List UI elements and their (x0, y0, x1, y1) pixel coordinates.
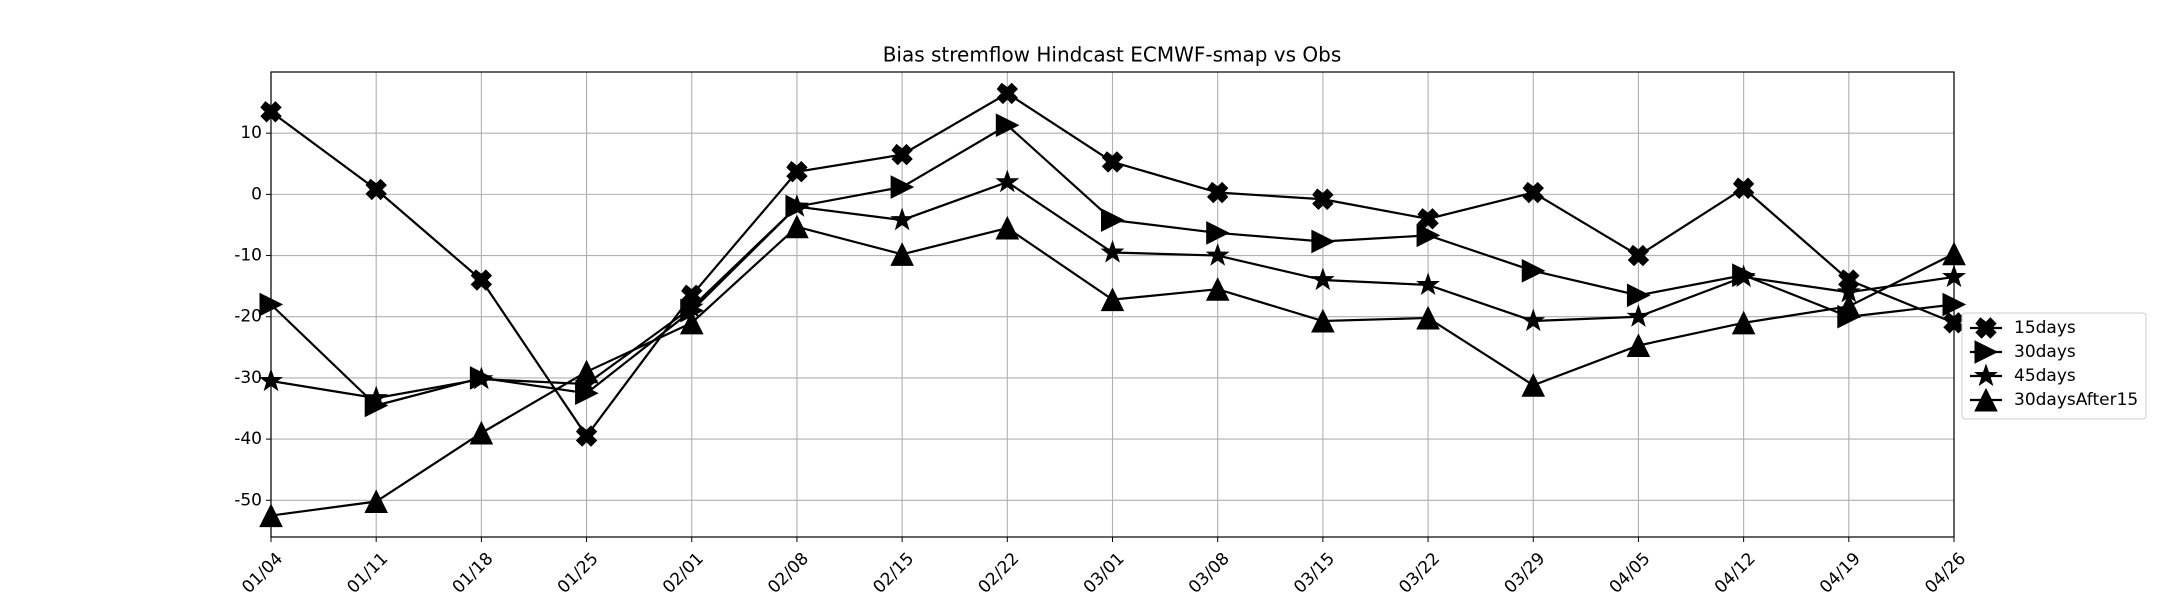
marker (575, 425, 598, 447)
marker (1311, 308, 1335, 333)
x-tick-label: 02/15 (869, 549, 918, 598)
marker (1205, 277, 1230, 301)
marker (679, 310, 704, 335)
marker (1521, 308, 1546, 332)
y-tick-label: 10 (240, 123, 262, 143)
x-tick-label: 04/26 (1921, 549, 1970, 598)
marker (1627, 244, 1650, 267)
x-tick-label: 02/08 (764, 549, 813, 598)
marker (1974, 363, 1998, 387)
marker (1975, 317, 1997, 339)
x-tick-label: 03/15 (1290, 549, 1339, 598)
marker (1416, 223, 1441, 248)
marker (1626, 283, 1651, 308)
marker (786, 161, 808, 183)
marker (1101, 208, 1125, 232)
legend-box (1961, 312, 2147, 420)
marker (259, 292, 284, 317)
marker (1942, 292, 1967, 317)
marker (1100, 287, 1125, 312)
marker (1522, 181, 1544, 204)
marker (364, 489, 388, 514)
marker (890, 242, 914, 266)
marker (1731, 310, 1756, 335)
x-tick-label: 02/22 (975, 549, 1024, 598)
y-tick-label: -50 (234, 490, 262, 510)
marker (1205, 243, 1230, 266)
marker (1311, 229, 1335, 254)
marker (1521, 259, 1546, 283)
marker (1416, 272, 1440, 296)
marker (995, 169, 1020, 193)
marker (469, 420, 494, 445)
marker (259, 368, 283, 392)
marker (995, 113, 1020, 138)
marker (1416, 305, 1440, 330)
marker (1100, 239, 1125, 263)
marker (1974, 340, 1999, 364)
chart-title: Bias stremflow Hindcast ECMWF-smap vs Ob… (883, 43, 1342, 67)
marker (890, 175, 915, 199)
marker (259, 503, 283, 528)
marker (996, 82, 1019, 105)
x-tick-label: 04/05 (1606, 549, 1655, 598)
x-tick-label: 03/08 (1185, 549, 1234, 598)
x-tick-label: 01/04 (238, 549, 287, 598)
marker (1837, 294, 1861, 318)
marker (470, 269, 493, 291)
marker (995, 215, 1020, 240)
marker (1626, 304, 1651, 327)
marker (785, 214, 809, 239)
marker (1312, 188, 1334, 210)
marker (890, 207, 915, 231)
legend-label: 30days (2014, 342, 2076, 362)
x-tick-label: 03/29 (1500, 549, 1549, 598)
marker (1310, 267, 1335, 291)
marker (469, 366, 494, 390)
y-tick-label: -10 (234, 246, 262, 266)
marker (891, 143, 913, 166)
marker (574, 359, 599, 384)
y-tick-label: -30 (234, 368, 262, 388)
marker (1626, 333, 1651, 357)
marker (1942, 264, 1966, 288)
marker (364, 385, 389, 409)
x-tick-label: 03/01 (1080, 549, 1129, 598)
y-tick-label: -40 (234, 429, 262, 449)
marker (1417, 208, 1439, 230)
marker (1101, 151, 1124, 173)
marker (785, 194, 809, 217)
marker (365, 178, 387, 201)
y-tick-label: 0 (251, 184, 262, 204)
x-tick-label: 02/01 (659, 549, 708, 598)
x-tick-label: 04/12 (1711, 549, 1760, 598)
x-tick-label: 01/25 (554, 549, 603, 598)
marker (1521, 373, 1546, 397)
marker (1732, 177, 1755, 199)
marker (1974, 387, 1998, 412)
marker (1942, 241, 1966, 266)
marker (1206, 221, 1230, 245)
legend-label: 45days (2014, 366, 2076, 386)
legend-label: 15days (2014, 318, 2076, 338)
legend-label: 30daysAfter15 (2014, 390, 2138, 410)
y-tick-label: -20 (234, 307, 262, 327)
x-tick-label: 04/19 (1816, 549, 1865, 598)
marker (1206, 181, 1229, 204)
x-tick-label: 01/11 (343, 549, 392, 598)
marker (1731, 264, 1756, 288)
x-tick-label: 01/18 (449, 549, 498, 598)
marker (260, 101, 282, 123)
x-tick-label: 03/22 (1395, 549, 1444, 598)
